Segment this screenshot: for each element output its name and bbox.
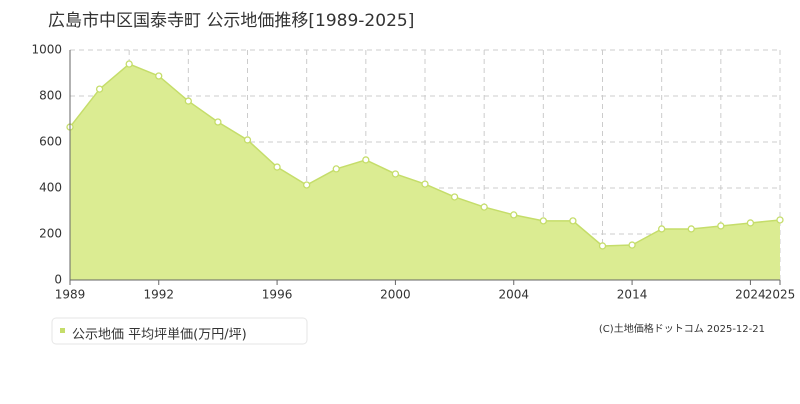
area (70, 64, 780, 280)
x-tick-label: 1996 (262, 288, 293, 302)
y-tick-label: 400 (39, 181, 62, 195)
point (125, 60, 133, 68)
y-tick-label: 1000 (31, 43, 62, 57)
x-tick-label: 2000 (380, 288, 411, 302)
point (95, 85, 104, 93)
y-tick-label: 600 (39, 135, 62, 149)
point (214, 118, 222, 126)
point (687, 225, 695, 233)
point (450, 193, 459, 201)
point (776, 216, 784, 224)
x-tick-label: 1989 (55, 288, 86, 302)
point (569, 217, 577, 225)
legend-label: 公示地価 平均坪単価(万円/坪) (72, 327, 247, 343)
credit: (C)土地価格ドットコム 2025-12-21 (599, 322, 765, 335)
point (539, 217, 547, 225)
x-tick-label: 2024 (735, 288, 766, 302)
point (717, 222, 725, 230)
point (510, 211, 518, 219)
point (155, 72, 163, 80)
y-tick-label: 800 (39, 89, 62, 103)
legend-swatch (60, 328, 65, 333)
y-tick-label: 0 (54, 273, 62, 287)
point (746, 219, 755, 227)
legend-box (51, 317, 308, 345)
point (391, 170, 400, 178)
point (273, 163, 281, 171)
point (303, 181, 311, 189)
chart-title: 広島市中区国泰寺町 公示地価推移[1989-2025] (48, 11, 414, 31)
x-tick-label: 2014 (617, 288, 648, 302)
point (658, 225, 666, 233)
x-tick-label: 2025 (765, 288, 796, 302)
point (362, 156, 370, 164)
x-tick-label: 1992 (143, 288, 174, 302)
point (243, 136, 252, 144)
point (598, 242, 607, 250)
point (421, 180, 429, 188)
point (628, 241, 636, 249)
y-tick-label: 200 (39, 227, 62, 241)
x-tick-label: 2004 (498, 288, 529, 302)
point (332, 165, 340, 173)
point (184, 97, 192, 105)
point (480, 203, 488, 211)
